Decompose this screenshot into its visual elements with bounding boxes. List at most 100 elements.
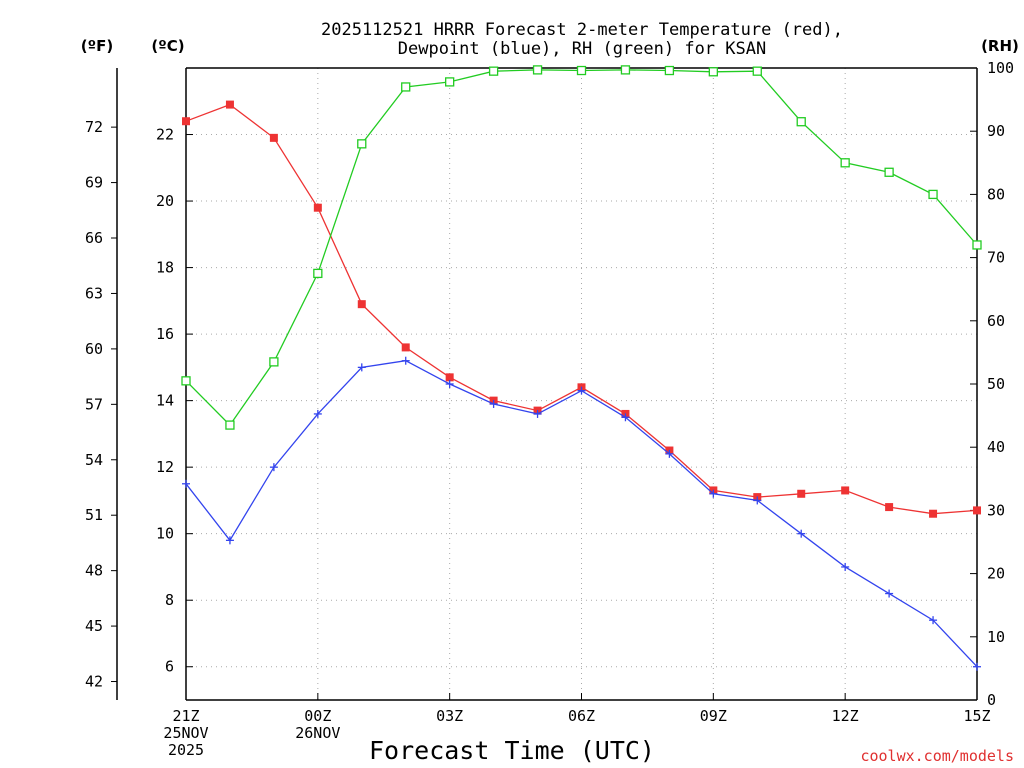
dewpoint-point	[797, 529, 806, 538]
rh-point	[488, 66, 499, 76]
fahrenheit-tick-label: 51	[85, 506, 103, 524]
dewpoint-point	[533, 409, 542, 418]
rh-tick-label: 0	[987, 691, 996, 709]
rh-point	[313, 268, 323, 279]
x-axis-title: Forecast Time (UTC)	[369, 736, 655, 765]
dewpoint-point	[929, 616, 938, 625]
dewpoint-point	[225, 536, 234, 545]
rh-point	[225, 420, 235, 430]
rh-point	[972, 240, 982, 250]
fahrenheit-tick-label: 63	[85, 284, 103, 302]
temperature-point	[182, 117, 190, 126]
rh-tick-label: 10	[987, 628, 1005, 646]
dewpoint-point	[577, 386, 586, 395]
temperature-point	[841, 486, 850, 495]
temperature-point	[357, 300, 366, 309]
fahrenheit-tick-label: 72	[85, 118, 103, 136]
x-tick-label: 25NOV	[163, 724, 208, 742]
rh-point	[181, 376, 191, 386]
dewpoint-point	[445, 380, 454, 388]
celsius-tick-label: 8	[165, 591, 174, 609]
dewpoint-point	[182, 479, 190, 488]
temperature-point	[313, 203, 322, 212]
credit-text: coolwx.com/models	[860, 747, 1014, 765]
x-tick-label: 00Z	[304, 707, 331, 725]
rh-point	[269, 357, 279, 367]
temperature-point	[225, 100, 234, 109]
x-tick-label: 06Z	[568, 707, 595, 725]
rh-point	[357, 139, 367, 149]
x-tick-label: 15Z	[963, 707, 990, 725]
x-tick-label: 21Z	[172, 707, 199, 725]
x-tick-label: 12Z	[832, 707, 859, 725]
temperature-point	[885, 503, 894, 512]
dewpoint-point	[885, 589, 894, 598]
dewpoint-point	[973, 662, 981, 671]
series-group	[181, 65, 982, 671]
celsius-tick-label: 14	[156, 392, 174, 410]
dewpoint-point	[401, 356, 410, 365]
rh-tick-label: 70	[987, 249, 1005, 267]
celsius-tick-label: 16	[156, 325, 174, 343]
celsius-tick-label: 6	[165, 658, 174, 676]
rh-tick-label: 20	[987, 565, 1005, 583]
celsius-tick-label: 18	[156, 259, 174, 277]
fahrenheit-tick-label: 54	[85, 451, 103, 469]
rh-point	[928, 189, 938, 200]
temperature-point	[797, 489, 806, 498]
rh-point	[532, 65, 543, 75]
rh-tick-label: 90	[987, 122, 1005, 140]
dewpoint-point	[489, 399, 498, 408]
celsius-tick-label: 10	[156, 525, 174, 543]
fahrenheit-tick-label: 69	[85, 174, 103, 192]
rh-tick-label: 100	[987, 59, 1014, 77]
temperature-point	[445, 373, 454, 382]
fahrenheit-tick-label: 57	[85, 395, 103, 413]
axis-ticks: 6810121416182022424548515457606366697201…	[85, 59, 1014, 759]
temperature-point	[973, 506, 981, 515]
dewpoint-point	[269, 463, 278, 472]
chart-subtitle: Dewpoint (blue), RH (green) for KSAN	[398, 39, 766, 59]
dewpoint-point	[313, 409, 322, 418]
rh-point	[752, 66, 762, 76]
dewpoint-point	[665, 449, 674, 458]
rh-point	[620, 65, 631, 75]
dewpoint-point	[753, 496, 762, 505]
rh-point	[401, 82, 411, 92]
fahrenheit-tick-label: 60	[85, 340, 103, 358]
x-tick-label: 09Z	[700, 707, 727, 725]
rh-tick-label: 30	[987, 501, 1005, 519]
fahrenheit-tick-label: 48	[85, 562, 103, 580]
celsius-tick-label: 22	[156, 126, 174, 144]
celsius-tick-label: 20	[156, 192, 174, 210]
dewpoint-point	[709, 489, 718, 498]
x-tick-label: 2025	[168, 741, 204, 759]
fahrenheit-tick-label: 42	[85, 673, 103, 691]
rh-point	[576, 65, 587, 76]
x-tick-label: 03Z	[436, 707, 463, 725]
temperature-point	[269, 133, 278, 142]
x-tick-label: 26NOV	[295, 724, 340, 742]
celsius-unit-label: (ºC)	[151, 37, 184, 55]
temperature-point	[401, 343, 410, 352]
dewpoint-point	[357, 363, 366, 372]
rh-point	[664, 65, 675, 76]
chart-title: 2025112521 HRRR Forecast 2-meter Tempera…	[321, 20, 843, 40]
fahrenheit-unit-label: (ºF)	[81, 37, 113, 55]
rh-point	[708, 67, 718, 77]
rh-tick-label: 60	[987, 312, 1005, 330]
rh-tick-label: 50	[987, 375, 1005, 393]
dewpoint-point	[621, 413, 630, 422]
fahrenheit-tick-label: 66	[85, 229, 103, 247]
rh-point	[796, 117, 806, 127]
rh-point	[840, 158, 850, 168]
rh-point	[445, 77, 455, 87]
fahrenheit-tick-label: 45	[85, 617, 103, 635]
rh-tick-label: 80	[987, 185, 1005, 203]
celsius-tick-label: 12	[156, 458, 174, 476]
dewpoint-point	[841, 562, 850, 571]
temperature-point	[929, 509, 938, 518]
rh-point	[884, 167, 894, 177]
rh-unit-label: (RH)	[981, 37, 1019, 55]
